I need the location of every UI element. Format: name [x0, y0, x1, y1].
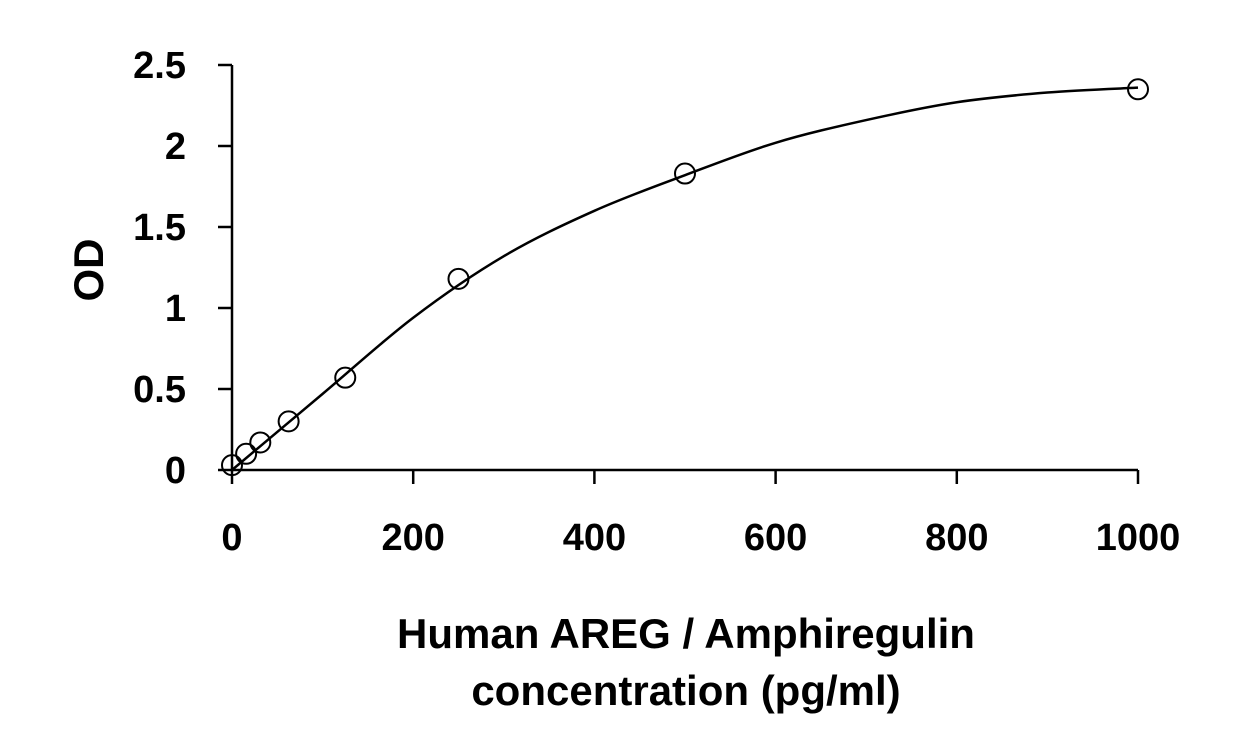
y-tick-label: 1.5 — [133, 207, 186, 249]
x-axis-title-line-2: concentration (pg/ml) — [471, 667, 900, 714]
x-tick-label: 400 — [563, 517, 626, 559]
data-point — [334, 366, 357, 389]
y-tick-label: 0 — [165, 450, 186, 492]
data-point — [1127, 78, 1149, 101]
data-point — [249, 431, 272, 454]
x-tick-label: 200 — [381, 517, 444, 559]
y-ticks — [218, 63, 232, 472]
x-tick-labels: 0 200 400 600 800 1000 — [221, 517, 1180, 559]
data-point — [235, 442, 258, 465]
y-tick-label: 0.5 — [133, 369, 186, 411]
x-axis-title-line-1: Human AREG / Amphiregulin — [397, 610, 975, 657]
data-point — [674, 162, 696, 185]
x-tick-label: 800 — [925, 517, 988, 559]
fit-curve — [231, 86, 1139, 471]
y-axis-title: OD — [65, 239, 112, 302]
data-point — [221, 454, 243, 477]
x-ticks — [230, 470, 1140, 484]
x-tick-label: 0 — [221, 517, 242, 559]
y-tick-label: 2.5 — [133, 45, 186, 87]
data-point — [447, 267, 470, 290]
data-points — [221, 78, 1149, 477]
x-tick-label: 1000 — [1096, 517, 1181, 559]
data-point — [277, 410, 300, 433]
y-tick-label: 2 — [165, 126, 186, 168]
y-tick-labels: 0 0.5 1 1.5 2 2.5 — [133, 45, 186, 492]
y-tick-label: 1 — [165, 288, 186, 330]
x-tick-label: 600 — [744, 517, 807, 559]
